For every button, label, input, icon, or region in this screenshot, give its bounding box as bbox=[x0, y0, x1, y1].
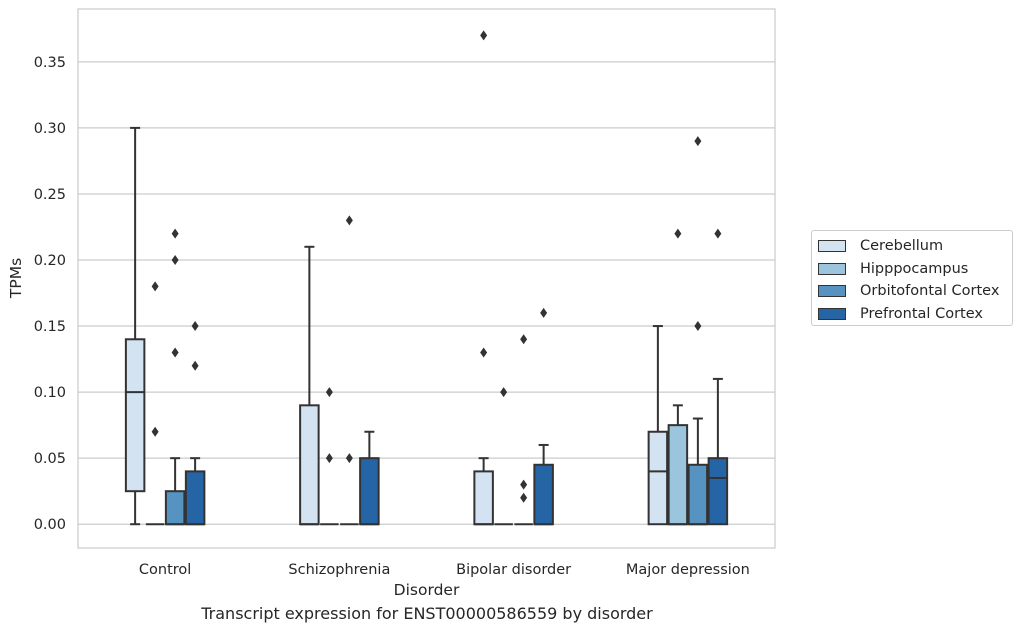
outlier-point bbox=[345, 453, 353, 464]
box-iqr bbox=[299, 404, 320, 526]
x-tick-label: Control bbox=[139, 562, 191, 578]
box-prefrontal-cortex bbox=[533, 443, 554, 526]
outlier-point bbox=[520, 334, 528, 345]
outlier-point bbox=[151, 426, 159, 437]
outlier-point bbox=[151, 281, 159, 292]
y-tick-label: 0.20 bbox=[34, 253, 66, 269]
y-axis-title: TPMs bbox=[7, 258, 25, 299]
box-cerebellum bbox=[124, 126, 146, 526]
y-tick-label: 0.15 bbox=[34, 319, 66, 335]
box-iqr bbox=[707, 457, 729, 526]
legend: Cerebellum Hipppocampus Orbitofontal Corte… bbox=[811, 230, 1013, 326]
outlier-point bbox=[500, 387, 508, 398]
outlier-point bbox=[674, 228, 682, 239]
y-tick-label: 0.10 bbox=[34, 385, 66, 401]
outlier-point bbox=[191, 360, 199, 371]
legend-item: Hipppocampus bbox=[818, 258, 1012, 281]
outlier-point bbox=[520, 492, 528, 503]
outlier-point bbox=[480, 347, 488, 358]
outlier-point bbox=[520, 479, 528, 490]
y-tick-label: 0.00 bbox=[34, 517, 66, 533]
legend-label: Orbitofontal Cortex bbox=[860, 283, 1000, 300]
box-iqr bbox=[687, 463, 709, 526]
box-iqr bbox=[473, 470, 494, 526]
legend-swatch bbox=[818, 262, 846, 275]
y-tick-label: 0.30 bbox=[34, 121, 66, 137]
box-iqr bbox=[164, 490, 186, 526]
legend-item: Cerebellum bbox=[818, 235, 1012, 258]
outlier-point bbox=[694, 321, 702, 332]
y-tick-label: 0.25 bbox=[34, 187, 66, 203]
outlier-point bbox=[694, 136, 702, 147]
y-tick-label: 0.05 bbox=[34, 451, 66, 467]
outlier-point bbox=[191, 321, 199, 332]
outlier-point bbox=[345, 215, 353, 226]
box-cerebellum bbox=[473, 457, 494, 526]
outlier-point bbox=[714, 228, 722, 239]
box-prefrontal-cortex bbox=[707, 377, 729, 526]
outlier-point bbox=[540, 307, 548, 318]
legend-item: Prefrontal Cortex bbox=[818, 303, 1012, 326]
legend-swatch bbox=[818, 307, 846, 320]
box-cerebellum bbox=[299, 245, 320, 526]
outlier-point bbox=[325, 453, 333, 464]
box-orbitofontal-cortex bbox=[687, 417, 709, 526]
outlier-point bbox=[171, 228, 179, 239]
x-tick-label: Schizophrenia bbox=[288, 562, 390, 578]
legend-swatch bbox=[818, 285, 846, 298]
box-prefrontal-cortex bbox=[359, 430, 380, 526]
box-iqr bbox=[647, 430, 669, 526]
chart-caption: Transcript expression for ENST0000058655… bbox=[201, 604, 653, 623]
box-cerebellum bbox=[647, 325, 669, 526]
box-hipppocampus bbox=[667, 404, 689, 526]
outlier-point bbox=[171, 255, 179, 266]
box-iqr bbox=[359, 457, 380, 526]
legend-label: Hipppocampus bbox=[860, 260, 969, 277]
box-iqr bbox=[533, 463, 554, 526]
x-axis-title: Disorder bbox=[394, 581, 460, 599]
box-orbitofontal-cortex bbox=[164, 457, 186, 526]
plot-frame bbox=[77, 8, 776, 549]
y-tick-label: 0.35 bbox=[34, 55, 66, 71]
outlier-point bbox=[480, 30, 488, 41]
legend-swatch bbox=[818, 240, 846, 253]
box-prefrontal-cortex bbox=[184, 457, 206, 526]
box-iqr bbox=[184, 470, 206, 526]
legend-label: Prefrontal Cortex bbox=[860, 305, 983, 322]
box-iqr bbox=[124, 338, 146, 493]
legend-label: Cerebellum bbox=[860, 238, 944, 255]
outlier-point bbox=[325, 387, 333, 398]
x-tick-label: Bipolar disorder bbox=[456, 562, 571, 578]
box-iqr bbox=[667, 424, 689, 526]
outlier-point bbox=[171, 347, 179, 358]
x-tick-label: Major depression bbox=[626, 562, 750, 578]
legend-item: Orbitofontal Cortex bbox=[818, 280, 1012, 303]
